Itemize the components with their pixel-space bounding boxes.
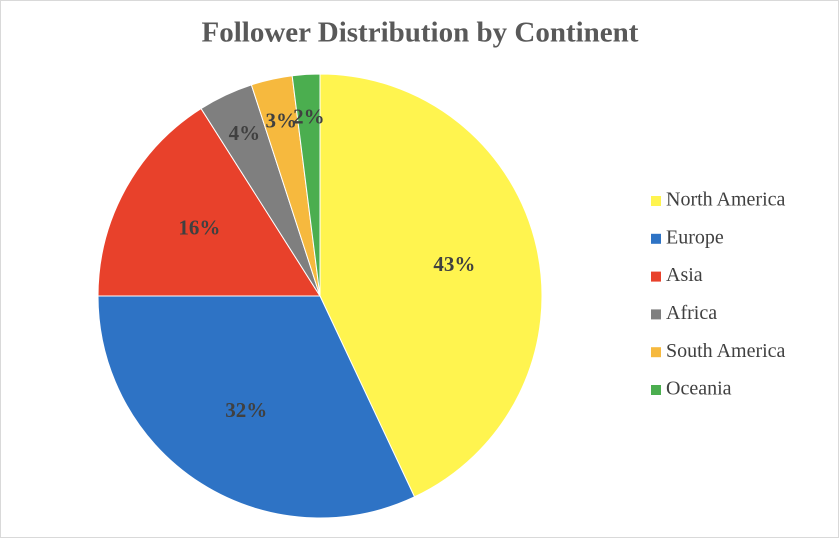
pie: 43% 32% 16% 4%3%2% bbox=[97, 73, 543, 519]
legend-swatch bbox=[651, 271, 661, 282]
pie-slice bbox=[319, 73, 543, 498]
data-label: 4% bbox=[229, 121, 261, 145]
data-label: 43% bbox=[433, 252, 475, 276]
chart-title: Follower Distribution by Continent bbox=[202, 17, 639, 49]
data-label: 32% bbox=[225, 398, 267, 422]
data-label: 3% bbox=[266, 108, 298, 132]
legend-label: Europe bbox=[666, 226, 724, 248]
legend-swatch bbox=[651, 233, 661, 244]
legend-label: North America bbox=[666, 189, 786, 211]
pie-slice bbox=[291, 73, 321, 297]
data-label: 2% bbox=[293, 105, 325, 129]
pie-slice bbox=[97, 107, 321, 297]
legend-swatch bbox=[651, 385, 661, 395]
legend-swatch bbox=[651, 347, 661, 358]
legend: North America Europe Asia Africa South Ameri… bbox=[651, 189, 786, 400]
legend-swatch bbox=[651, 196, 661, 206]
legend-label: Africa bbox=[666, 302, 717, 324]
legend-label: Oceania bbox=[666, 378, 732, 400]
pie-slice bbox=[97, 295, 416, 519]
data-label: 16% bbox=[178, 216, 220, 240]
legend-label: Asia bbox=[666, 264, 703, 286]
legend-swatch bbox=[651, 309, 661, 320]
legend-label: South America bbox=[666, 340, 786, 362]
